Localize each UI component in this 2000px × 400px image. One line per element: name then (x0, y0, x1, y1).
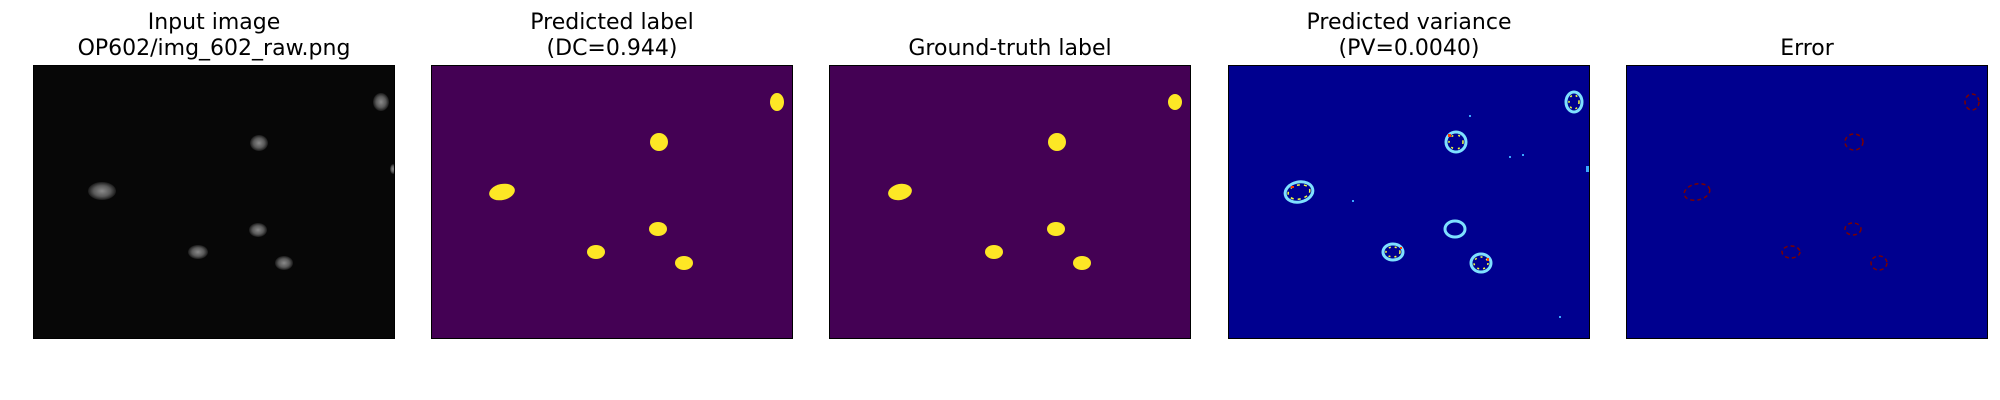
error-image (1626, 65, 1988, 339)
panel-title-line2: (DC=0.944) (546, 36, 678, 61)
predicted-variance-image (1228, 65, 1590, 339)
panel-title-line1: Predicted label (530, 10, 694, 35)
panel-error: Error (1626, 0, 1988, 400)
panel-title-line2: (PV=0.0040) (1338, 36, 1480, 61)
panel-title: Ground-truth label (908, 36, 1112, 61)
panel-ground-truth: Ground-truth label (829, 0, 1191, 400)
panel-input-image: Input image OP602/img_602_raw.png (33, 0, 395, 400)
panel-predicted-label: Predicted label (DC=0.944) (431, 0, 793, 400)
panel-title: Error (1780, 36, 1834, 61)
panel-title-line2: OP602/img_602_raw.png (77, 36, 351, 61)
panel-predicted-variance: Predicted variance (PV=0.0040) (1228, 0, 1590, 400)
ground-truth-image (829, 65, 1191, 339)
panel-title-line1: Input image (147, 10, 281, 35)
input-image (33, 65, 395, 339)
predicted-label-image (431, 65, 793, 339)
panel-title-line1: Predicted variance (1306, 10, 1512, 35)
